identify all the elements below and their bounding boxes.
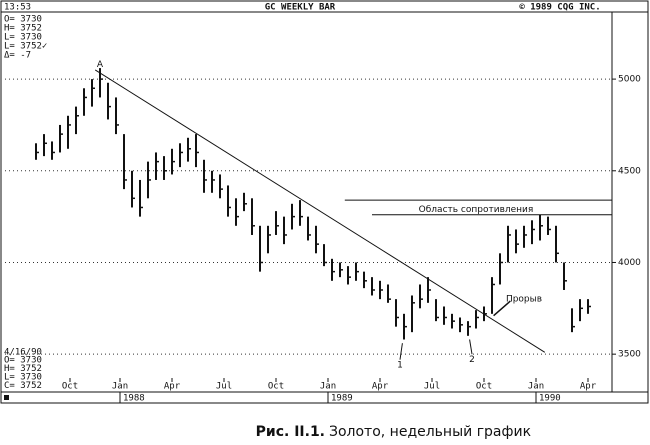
y-tick-label: 4000 bbox=[618, 258, 641, 268]
caption: Золото, недельный график bbox=[329, 424, 531, 440]
x-tick-label: Oct bbox=[268, 382, 284, 392]
annotation: 1 bbox=[397, 361, 403, 371]
quote: L= 3730 bbox=[4, 33, 42, 43]
quote: C= 3752 bbox=[4, 381, 42, 391]
quote: H= 3752 bbox=[4, 364, 42, 374]
x-tick-label: Apr bbox=[580, 382, 597, 392]
x-tick-label: Oct bbox=[62, 382, 78, 392]
x-tick-label: Jul bbox=[216, 382, 232, 392]
x-tick-label: Jul bbox=[424, 382, 440, 392]
year-label: 1990 bbox=[539, 394, 561, 404]
y-tick-label: 3500 bbox=[618, 350, 641, 360]
caption-bold: Рис. II.1. bbox=[256, 424, 325, 440]
time: 13:53 bbox=[4, 3, 31, 13]
frame bbox=[0, 0, 649, 404]
quote: Δ= -7 bbox=[4, 51, 31, 61]
x-tick-label: Jan bbox=[528, 382, 544, 392]
quote: L= 3752✓ bbox=[4, 42, 47, 52]
annotation: Область сопротивления bbox=[419, 205, 534, 215]
y-tick-label: 5000 bbox=[618, 75, 641, 85]
x-tick-label: Apr bbox=[164, 382, 181, 392]
arrow bbox=[469, 339, 473, 355]
copyright: © 1989 CQG INC. bbox=[519, 3, 600, 13]
quote: O= 3730 bbox=[4, 15, 42, 25]
x-tick-label: Jan bbox=[112, 382, 128, 392]
quote: O= 3730 bbox=[4, 356, 42, 366]
annotation: A bbox=[97, 60, 104, 70]
year-label: 1989 bbox=[331, 394, 353, 404]
bottom-date: 4/16/90 bbox=[4, 348, 42, 358]
x-tick-label: Jan bbox=[320, 382, 336, 392]
quote: L= 3730 bbox=[4, 373, 42, 383]
marker bbox=[4, 395, 9, 400]
x-tick-label: Apr bbox=[372, 382, 389, 392]
line bbox=[94, 69, 546, 353]
annotation: Прорыв bbox=[506, 295, 542, 305]
arrow bbox=[493, 300, 511, 317]
year-label: 1988 bbox=[123, 394, 145, 404]
quote: H= 3752 bbox=[4, 24, 42, 34]
annotation: 2 bbox=[469, 355, 475, 365]
y-tick-label: 4500 bbox=[618, 166, 641, 176]
x-tick-label: Oct bbox=[476, 382, 492, 392]
chart-title: GC WEEKLY BAR bbox=[265, 3, 336, 13]
arrow bbox=[399, 343, 403, 360]
